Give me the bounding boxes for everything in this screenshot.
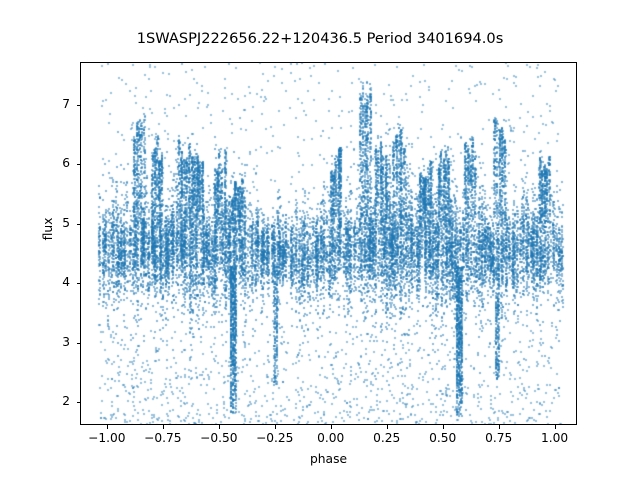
x-tick-label: 0.00 bbox=[317, 431, 345, 445]
x-tick-label: −0.50 bbox=[200, 431, 238, 445]
y-tick-label: 4 bbox=[62, 275, 70, 290]
x-tick-mark bbox=[386, 425, 388, 429]
chart-title: 1SWASPJ222656.22+120436.5 Period 3401694… bbox=[136, 30, 504, 47]
x-tick-mark bbox=[330, 425, 332, 429]
x-tick-label: −0.25 bbox=[256, 431, 294, 445]
x-tick-label: −1.00 bbox=[88, 431, 126, 445]
y-tick-label: 6 bbox=[62, 156, 70, 171]
x-tick-mark bbox=[498, 425, 500, 429]
y-axis-label: flux bbox=[41, 217, 55, 241]
x-tick-label: 0.50 bbox=[429, 431, 457, 445]
x-tick-mark bbox=[218, 425, 220, 429]
y-tick-mark bbox=[76, 402, 80, 404]
scatter-plot-points bbox=[81, 63, 576, 424]
y-tick-mark bbox=[76, 164, 80, 166]
y-tick-label: 2 bbox=[62, 394, 70, 409]
y-tick-mark bbox=[76, 104, 80, 106]
x-axis-label: phase bbox=[309, 452, 348, 466]
x-tick-label: −0.75 bbox=[144, 431, 182, 445]
x-tick-mark bbox=[106, 425, 108, 429]
y-tick-label: 7 bbox=[62, 96, 70, 111]
x-tick-label: 1.00 bbox=[541, 431, 569, 445]
y-tick-label: 3 bbox=[62, 334, 70, 349]
y-tick-mark bbox=[76, 342, 80, 344]
x-tick-mark bbox=[274, 425, 276, 429]
x-tick-mark bbox=[162, 425, 164, 429]
plot-area bbox=[80, 62, 577, 425]
y-tick-mark bbox=[76, 283, 80, 285]
x-tick-label: 0.75 bbox=[485, 431, 513, 445]
x-tick-mark bbox=[442, 425, 444, 429]
y-tick-mark bbox=[76, 223, 80, 225]
x-tick-mark bbox=[554, 425, 556, 429]
x-tick-label: 0.25 bbox=[373, 431, 401, 445]
y-tick-label: 5 bbox=[62, 215, 70, 230]
